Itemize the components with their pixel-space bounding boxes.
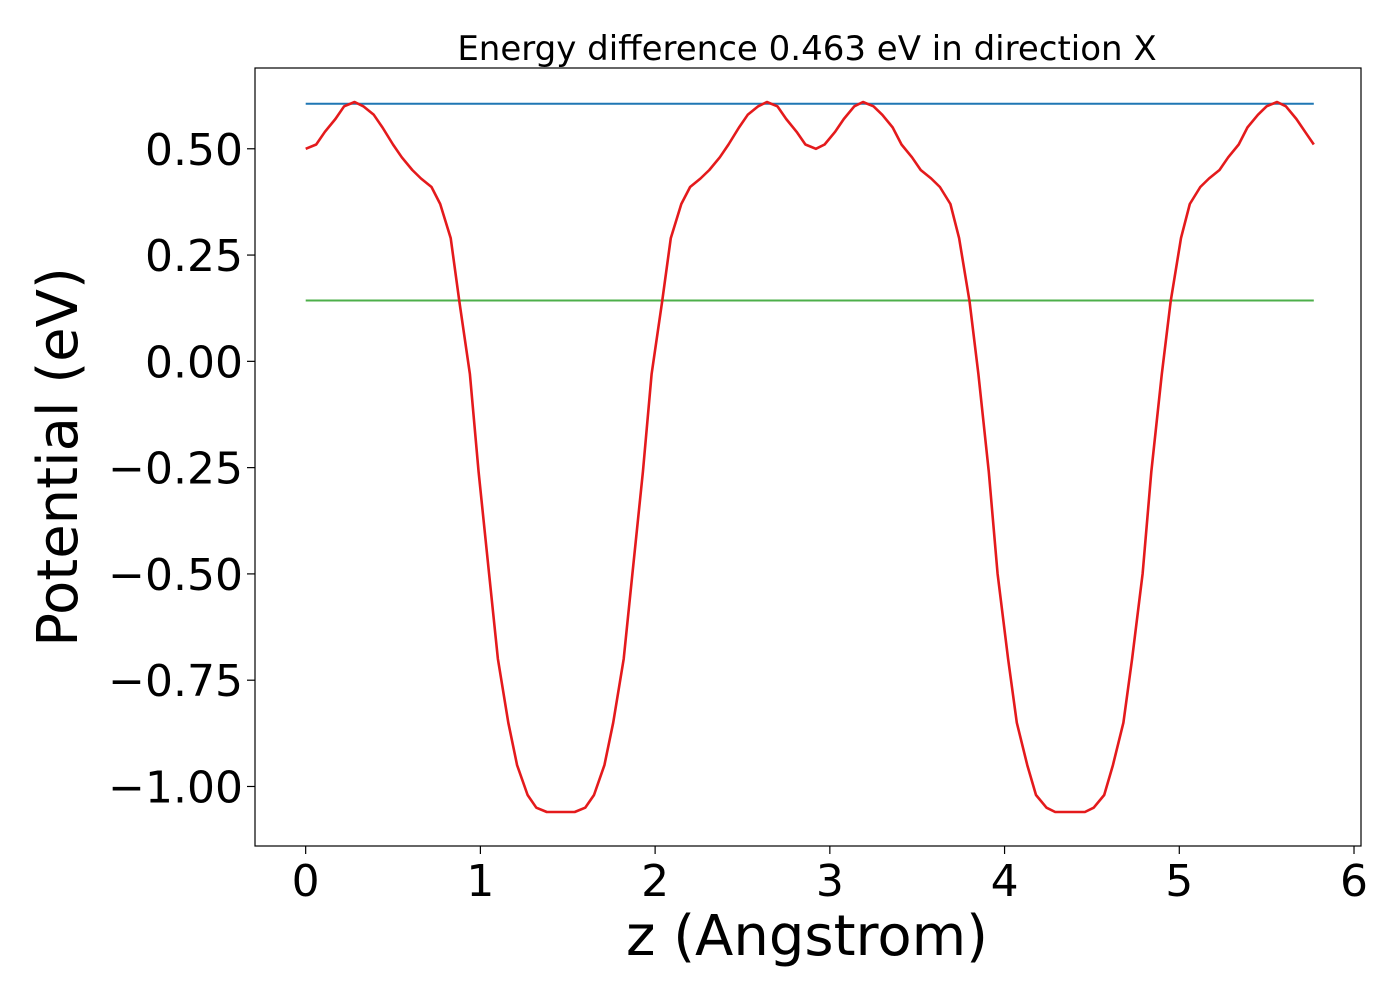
y-tick-label: −0.75 <box>108 656 243 707</box>
y-axis-label: Potential (eV) <box>26 267 91 647</box>
y-axis-ticks: 0.50 0.25 0.00 −0.25 −0.50 −0.75 −1.00 <box>108 125 255 813</box>
x-tick-label: 6 <box>1340 856 1368 907</box>
y-tick-label: −0.50 <box>108 550 243 601</box>
plot-area-frame <box>254 67 1362 847</box>
x-tick-label: 5 <box>1165 856 1193 907</box>
y-tick-label: 0.00 <box>145 337 243 388</box>
y-tick-label: −0.25 <box>108 444 243 495</box>
chart-title: Energy difference 0.463 eV in direction … <box>457 29 1156 69</box>
x-tick-label: 0 <box>292 856 320 907</box>
x-tick-label: 3 <box>816 856 844 907</box>
x-axis-ticks: 0 1 2 3 4 5 6 <box>292 846 1368 907</box>
y-tick-label: 0.25 <box>145 231 243 282</box>
x-tick-label: 1 <box>466 856 494 907</box>
x-tick-label: 2 <box>641 856 669 907</box>
series-line-0 <box>305 100 1315 814</box>
x-tick-label: 4 <box>991 856 1019 907</box>
y-tick-label: −1.00 <box>108 762 243 813</box>
x-axis-label: z (Angstrom) <box>626 904 988 969</box>
y-tick-label: 0.50 <box>145 125 243 176</box>
series-layer <box>305 100 1315 814</box>
